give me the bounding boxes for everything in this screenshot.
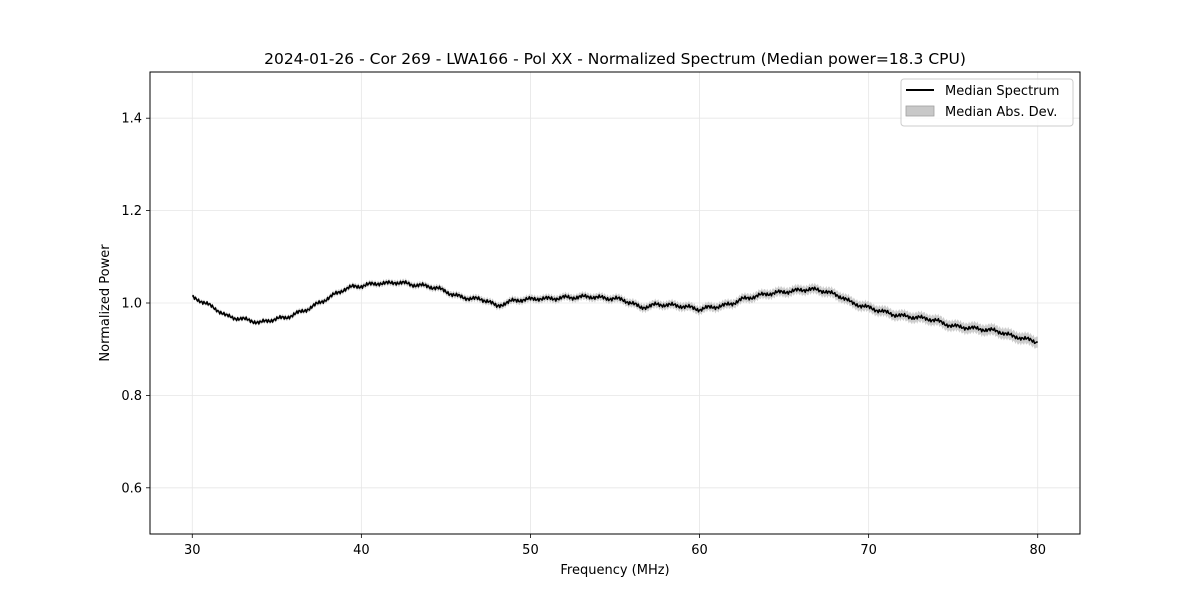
legend-label-median-spectrum: Median Spectrum	[945, 84, 1059, 99]
legend-band-swatch	[905, 105, 935, 117]
y-tick-label: 1.4	[121, 112, 142, 127]
y-tick-label: 1.2	[121, 204, 142, 219]
x-tick-label: 30	[184, 543, 201, 558]
x-axis-label: Frequency (MHz)	[560, 563, 669, 578]
y-axis-label: Normalized Power	[98, 244, 113, 362]
legend-label-mad: Median Abs. Dev.	[945, 105, 1057, 120]
legend: Median Spectrum Median Abs. Dev.	[900, 78, 1074, 127]
y-axis-ticks: 0.6 0.8 1.0 1.2 1.4	[121, 112, 150, 496]
x-tick-label: 50	[522, 543, 539, 558]
x-tick-label: 70	[860, 543, 877, 558]
median-line-layer	[191, 280, 1038, 345]
median-spectrum-line	[191, 280, 1038, 345]
x-tick-label: 60	[691, 543, 708, 558]
legend-box	[900, 78, 1074, 127]
x-tick-label: 40	[353, 543, 370, 558]
x-tick-label: 80	[1029, 543, 1046, 558]
y-tick-label: 0.8	[121, 389, 142, 404]
x-axis-ticks: 30 40 50 60 70 80	[184, 534, 1046, 558]
y-tick-label: 0.6	[121, 481, 142, 496]
chart-title: 2024-01-26 - Cor 269 - LWA166 - Pol XX -…	[264, 50, 966, 68]
y-tick-label: 1.0	[121, 297, 142, 312]
